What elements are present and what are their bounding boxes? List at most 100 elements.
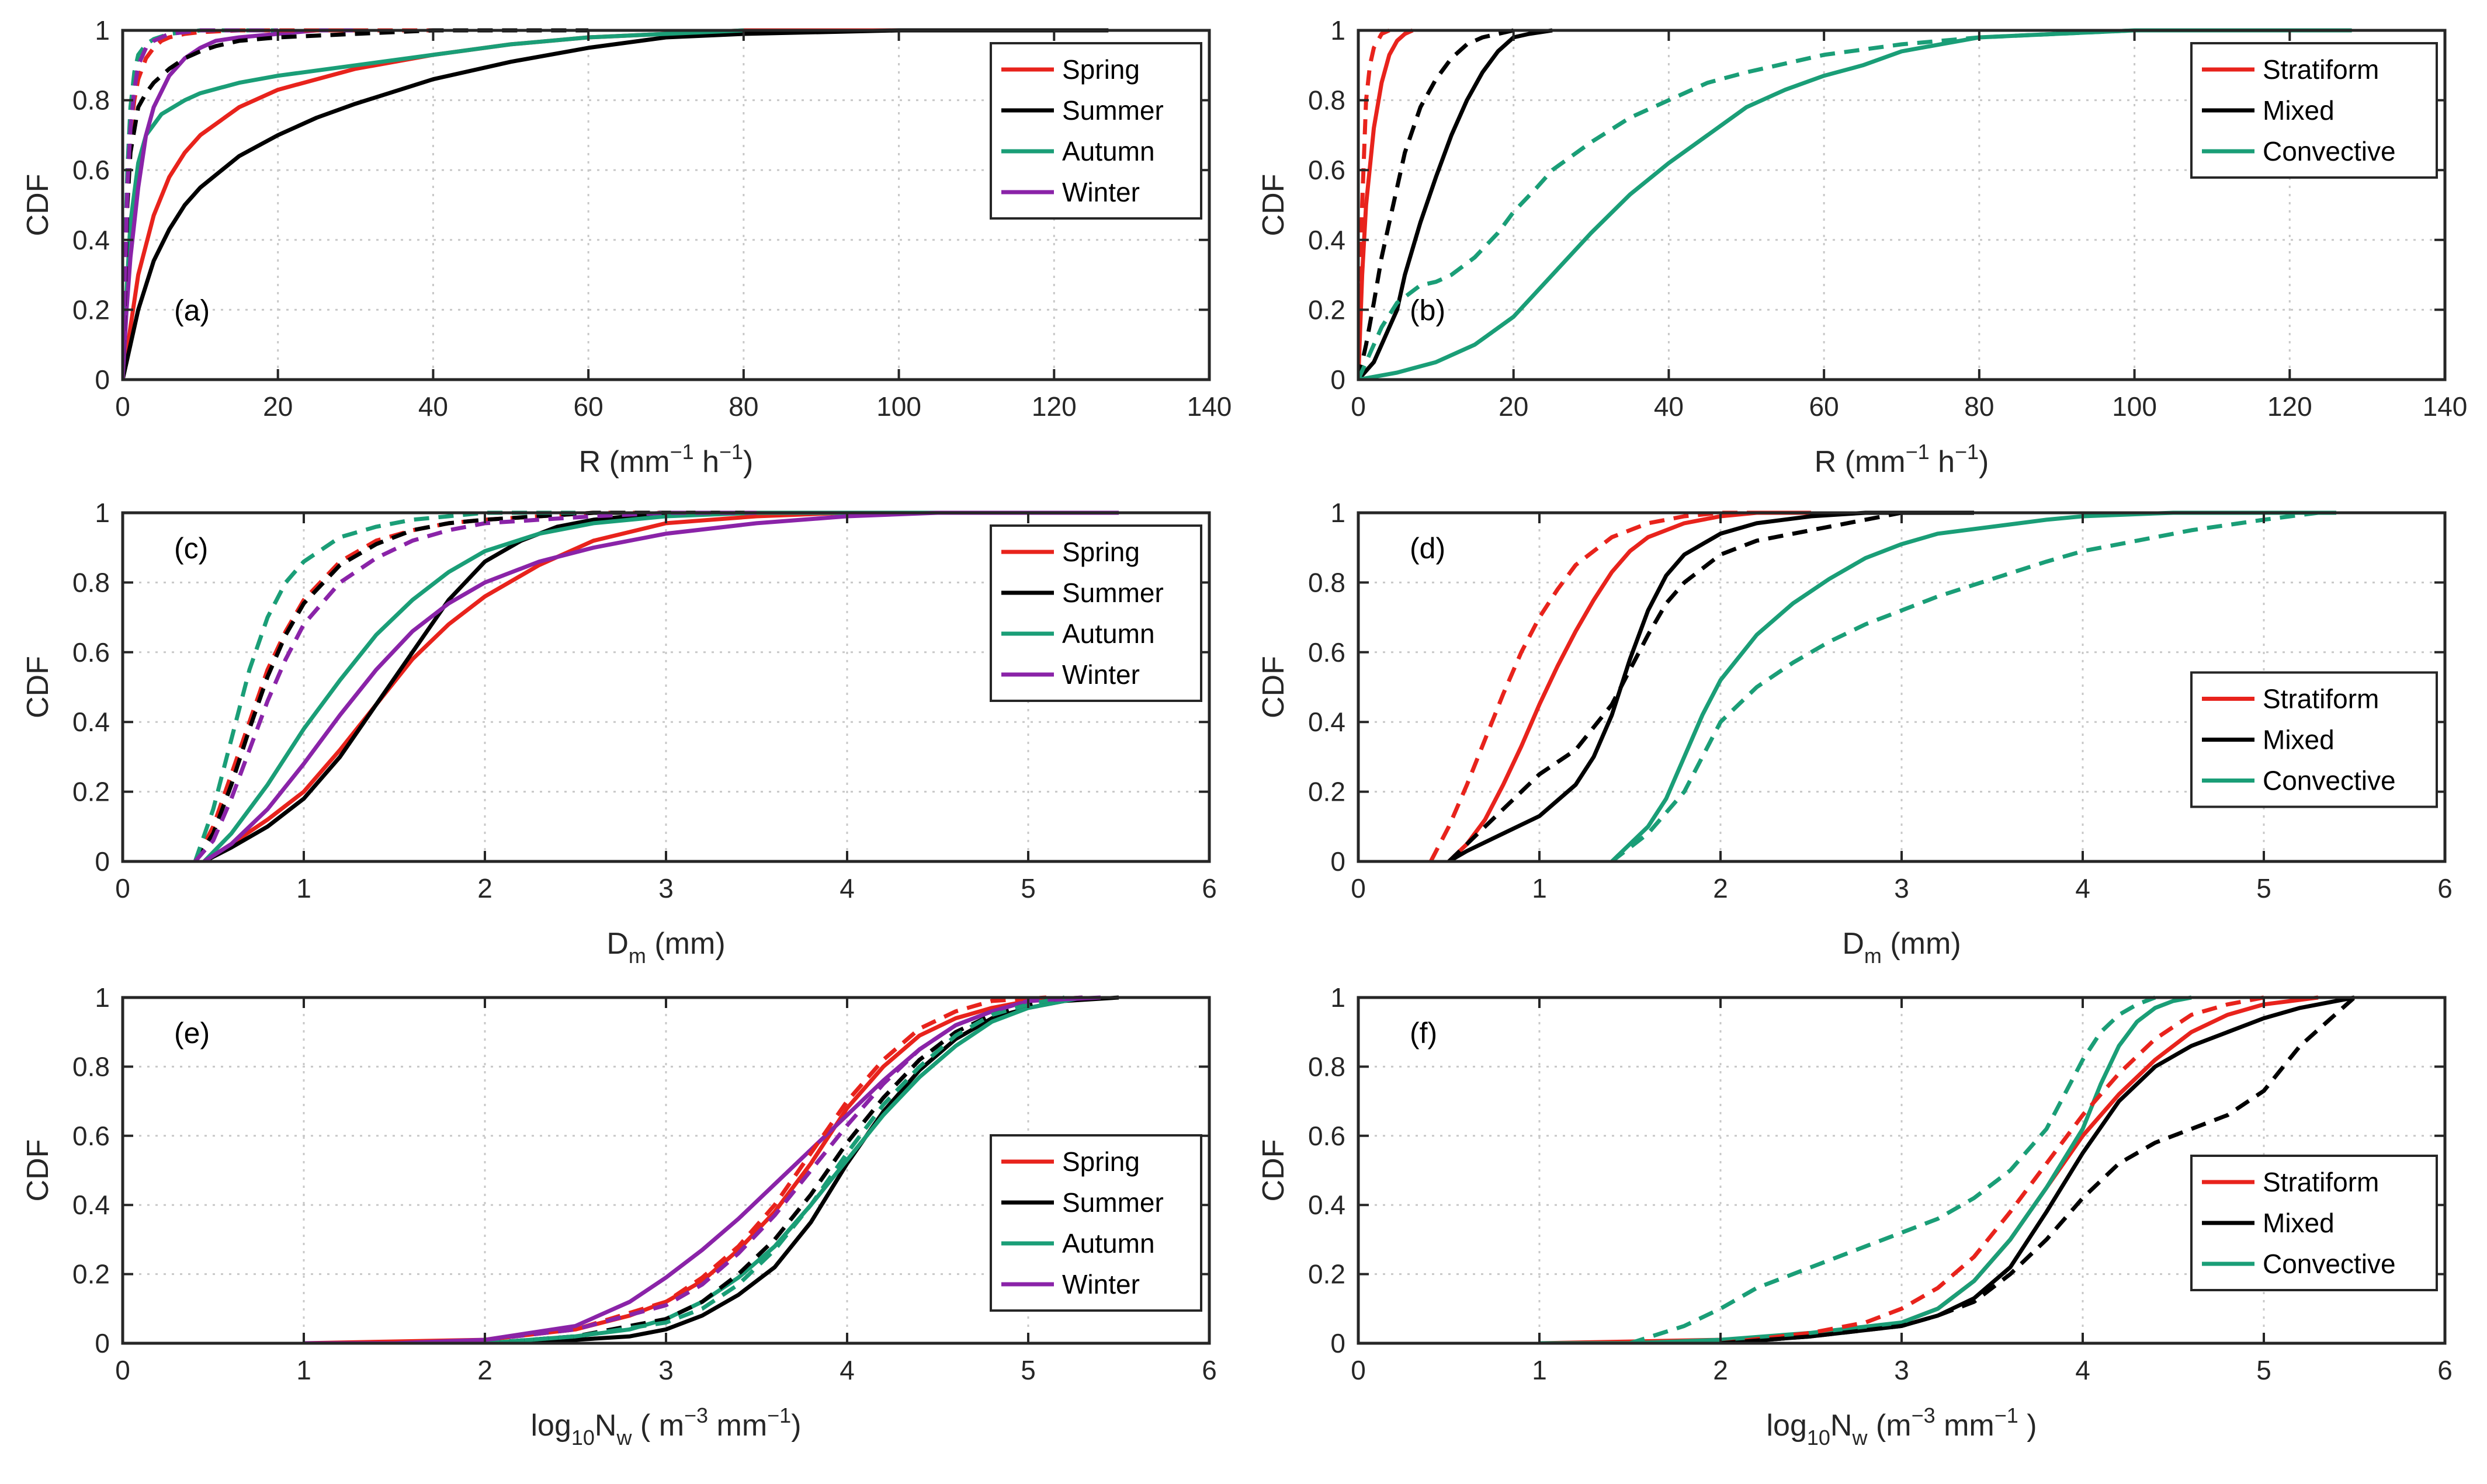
y-tick-label: 0.8 [1308, 567, 1345, 597]
y-tick-label: 0.8 [1308, 1051, 1345, 1082]
y-tick-label: 0.6 [1308, 1121, 1345, 1151]
x-axis-label: R (mm−1 h−1) [579, 440, 754, 479]
x-tick-label: 0 [115, 1355, 130, 1385]
y-tick-label: 0.6 [1308, 155, 1345, 185]
series-line-mixed-dashed [1447, 510, 1902, 861]
series-line-stratiform-dashed [1358, 28, 1390, 380]
panel-label: (e) [174, 1017, 210, 1049]
y-tick-label: 0.4 [1308, 707, 1345, 737]
legend-box [990, 1134, 1202, 1312]
series-line-convective-solid [1539, 995, 2192, 1343]
x-axis-label: log10Nw ( m−3 mm−1) [530, 1403, 801, 1450]
legend-label-convective: Convective [2263, 1249, 2396, 1279]
x-tick-label: 4 [840, 1355, 855, 1385]
x-tick-label: 120 [1032, 391, 1077, 422]
legend-label-spring: Spring [1062, 54, 1140, 85]
x-axis-label: Dm (mm) [1842, 927, 1961, 968]
legend: Stratiform Mixed Convective [2190, 671, 2438, 808]
panel-d: 0 1 2 3 4 5 6 0 0.2 0.4 0.6 0.8 1 CDF Dm (mm) (d) Strati… [1257, 498, 2453, 968]
legend-label-mixed: Mixed [2263, 725, 2335, 755]
series-line-convective-dashed [1610, 510, 2319, 861]
x-tick-label: 3 [658, 1355, 674, 1385]
y-tick-label: 0.2 [72, 294, 110, 325]
x-tick-label: 100 [2112, 391, 2157, 422]
x-tick-label: 120 [2267, 391, 2312, 422]
x-tick-label: 1 [296, 1355, 311, 1385]
series-line-spring-solid [303, 995, 1083, 1343]
x-tick-label: 5 [2256, 873, 2271, 903]
y-tick-label: 0 [1330, 846, 1345, 877]
x-tick-label: 0 [1351, 873, 1366, 903]
y-tick-label: 0.2 [1308, 294, 1345, 325]
x-axis-label: log10Nw (m−3 mm−1 ) [1766, 1403, 2037, 1450]
x-tick-label: 0 [115, 391, 130, 422]
x-tick-label: 60 [1809, 391, 1839, 422]
x-tick-label: 1 [1532, 873, 1547, 903]
y-tick-label: 1 [1330, 498, 1345, 528]
axes-frame [121, 29, 1211, 381]
legend-label-mixed: Mixed [2263, 95, 2335, 126]
series-line-summer-dashed [123, 28, 589, 380]
panel-label: (a) [174, 294, 210, 326]
y-tick-label: 0.6 [72, 637, 110, 668]
y-tick-label: 0.6 [72, 155, 110, 185]
series-line-winter-solid [123, 28, 356, 380]
legend-label-autumn: Autumn [1062, 136, 1155, 166]
legend: Stratiform Mixed Convective [2190, 1155, 2438, 1291]
y-tick-label: 0.8 [72, 85, 110, 116]
legend-label-winter: Winter [1062, 659, 1140, 690]
legend-label-winter: Winter [1062, 177, 1140, 207]
y-tick-label: 0.8 [72, 1051, 110, 1082]
series-line-winter-dashed [193, 510, 757, 861]
series-line-convective-dashed [1358, 28, 2135, 380]
y-tick-label: 1 [1330, 15, 1345, 46]
panel-e: 0 1 2 3 4 5 6 0 0.2 0.4 0.6 0.8 1 CDF log10Nw ( m−3 mm… [21, 982, 1217, 1450]
y-tick-label: 0.4 [72, 225, 110, 255]
series-line-summer-solid [304, 995, 1119, 1343]
x-axis-label: Dm (mm) [606, 927, 725, 968]
x-tick-label: 40 [1654, 391, 1684, 422]
y-axis-label: CDF [1257, 656, 1291, 718]
panel-label: (f) [1410, 1017, 1437, 1049]
series-line-summer-dashed [193, 510, 666, 861]
y-tick-label: 1 [95, 498, 110, 528]
legend: Spring Summer Autumn Winter [990, 524, 1202, 702]
y-tick-label: 0.6 [72, 1121, 110, 1151]
y-tick-label: 0.2 [72, 1259, 110, 1290]
y-axis-label: CDF [21, 174, 55, 237]
panel-label: (b) [1410, 294, 1445, 326]
series-line-stratiform-solid [1447, 510, 1811, 861]
y-tick-label: 0.8 [1308, 85, 1345, 116]
x-tick-label: 80 [1964, 391, 1994, 422]
legend-label-winter: Winter [1062, 1269, 1140, 1299]
y-tick-label: 1 [95, 15, 110, 46]
series-line-stratiform-dashed [1428, 510, 1757, 861]
legend-label-summer: Summer [1062, 1187, 1164, 1218]
series-line-mixed-solid [1448, 510, 1974, 861]
x-tick-label: 5 [2256, 1355, 2271, 1385]
legend-label-spring: Spring [1062, 1146, 1140, 1177]
x-tick-label: 2 [1713, 1355, 1728, 1385]
panel-label: (d) [1410, 532, 1445, 565]
legend: Spring Summer Autumn Winter [990, 1134, 1202, 1312]
x-tick-label: 2 [1713, 873, 1728, 903]
x-tick-label: 3 [1894, 873, 1909, 903]
y-tick-label: 0 [95, 1328, 110, 1358]
legend: Stratiform Mixed Convective [2190, 42, 2438, 179]
y-tick-label: 0.2 [1308, 777, 1345, 807]
legend-label-autumn: Autumn [1062, 618, 1155, 649]
legend-label-convective: Convective [2263, 136, 2396, 166]
x-axis-label: R (mm−1 h−1) [1815, 440, 1989, 479]
x-tick-label: 5 [1021, 873, 1036, 903]
y-axis-label: CDF [1257, 174, 1291, 237]
y-axis-label: CDF [21, 656, 55, 718]
x-tick-label: 0 [1351, 1355, 1366, 1385]
x-tick-label: 6 [1202, 1355, 1217, 1385]
y-tick-label: 0.2 [72, 777, 110, 807]
panel-label: (c) [174, 532, 208, 565]
y-tick-label: 0.4 [72, 707, 110, 737]
x-tick-label: 1 [1532, 1355, 1547, 1385]
x-tick-label: 140 [2423, 391, 2468, 422]
x-tick-label: 40 [418, 391, 448, 422]
